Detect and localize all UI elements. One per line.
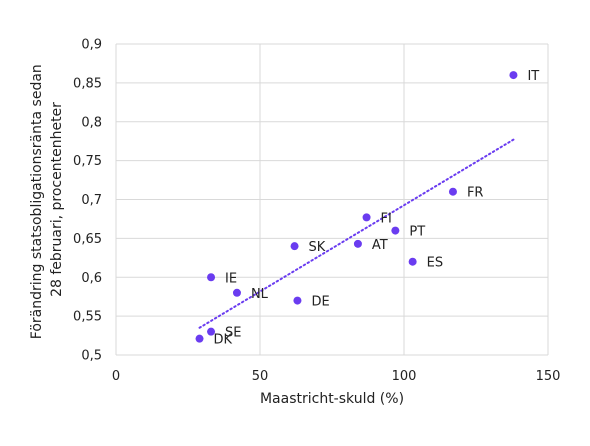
y-tick-label: 0,65 [73,232,102,247]
data-point-label: ES [427,256,443,271]
data-point [232,288,241,297]
y-tick-label: 0,6 [81,271,102,286]
data-point-label: AT [372,238,388,253]
x-tick-label: 100 [392,369,417,384]
data-point [290,242,299,251]
x-tick-label: 150 [536,369,561,384]
data-point [362,213,371,222]
data-point-label: NL [251,287,269,302]
tick-labels: 0,5 0,55 0,6 0,65 0,7 0,75 0,8 0,85 0,9 0 50 100 150 [73,38,560,385]
data-point [391,226,400,235]
y-tick-label: 0,55 [73,310,102,325]
data-point [207,273,216,282]
data-point-label: IE [225,271,237,286]
y-axis-title-line-2: 28 februari, procentenheter [49,102,65,297]
data-point-label: DE [311,295,329,310]
data-point-label: FR [467,186,484,201]
data-point [509,71,518,80]
x-tick-label: 0 [112,369,120,384]
y-axis-title: Förändring statsobligationsränta sedan 2… [29,60,65,339]
data-point [207,327,216,336]
data-point [353,239,362,248]
trendline [198,138,515,329]
data-point [195,334,204,343]
y-tick-label: 0,5 [81,349,102,364]
data-point-label: SK [309,240,326,255]
data-point-label: DK [214,333,233,348]
x-tick-label: 50 [252,369,269,384]
data-point [293,296,302,305]
grid [115,43,549,356]
data-point-label: PT [409,225,425,240]
data-point [408,257,417,266]
y-tick-label: 0,8 [81,115,102,130]
y-tick-label: 0,85 [73,76,102,91]
y-tick-label: 0,7 [81,193,102,208]
data-point [448,187,457,196]
data-point-label: SE [225,326,241,341]
y-axis-title-line-1: Förändring statsobligationsränta sedan [29,64,45,339]
data-point-label: FI [381,211,392,226]
y-tick-label: 0,75 [73,154,102,169]
y-tick-label: 0,9 [81,38,102,53]
data-point-label: IT [527,69,539,84]
x-axis-title: Maastricht-skuld (%) [260,391,404,407]
